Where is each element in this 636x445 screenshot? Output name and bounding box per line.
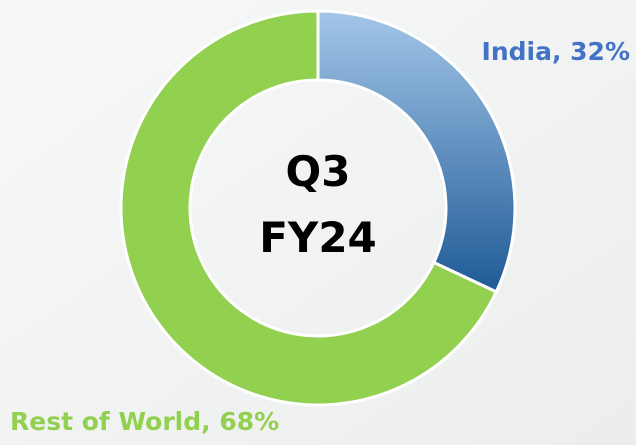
center-text: FY24 bbox=[259, 213, 377, 262]
donut-segment bbox=[316, 9, 517, 294]
data-label: Rest of World, 68% bbox=[10, 407, 279, 436]
center-text: Q3 bbox=[286, 147, 351, 196]
donut-segment bbox=[119, 9, 499, 407]
data-label: India, 32% bbox=[482, 37, 630, 66]
